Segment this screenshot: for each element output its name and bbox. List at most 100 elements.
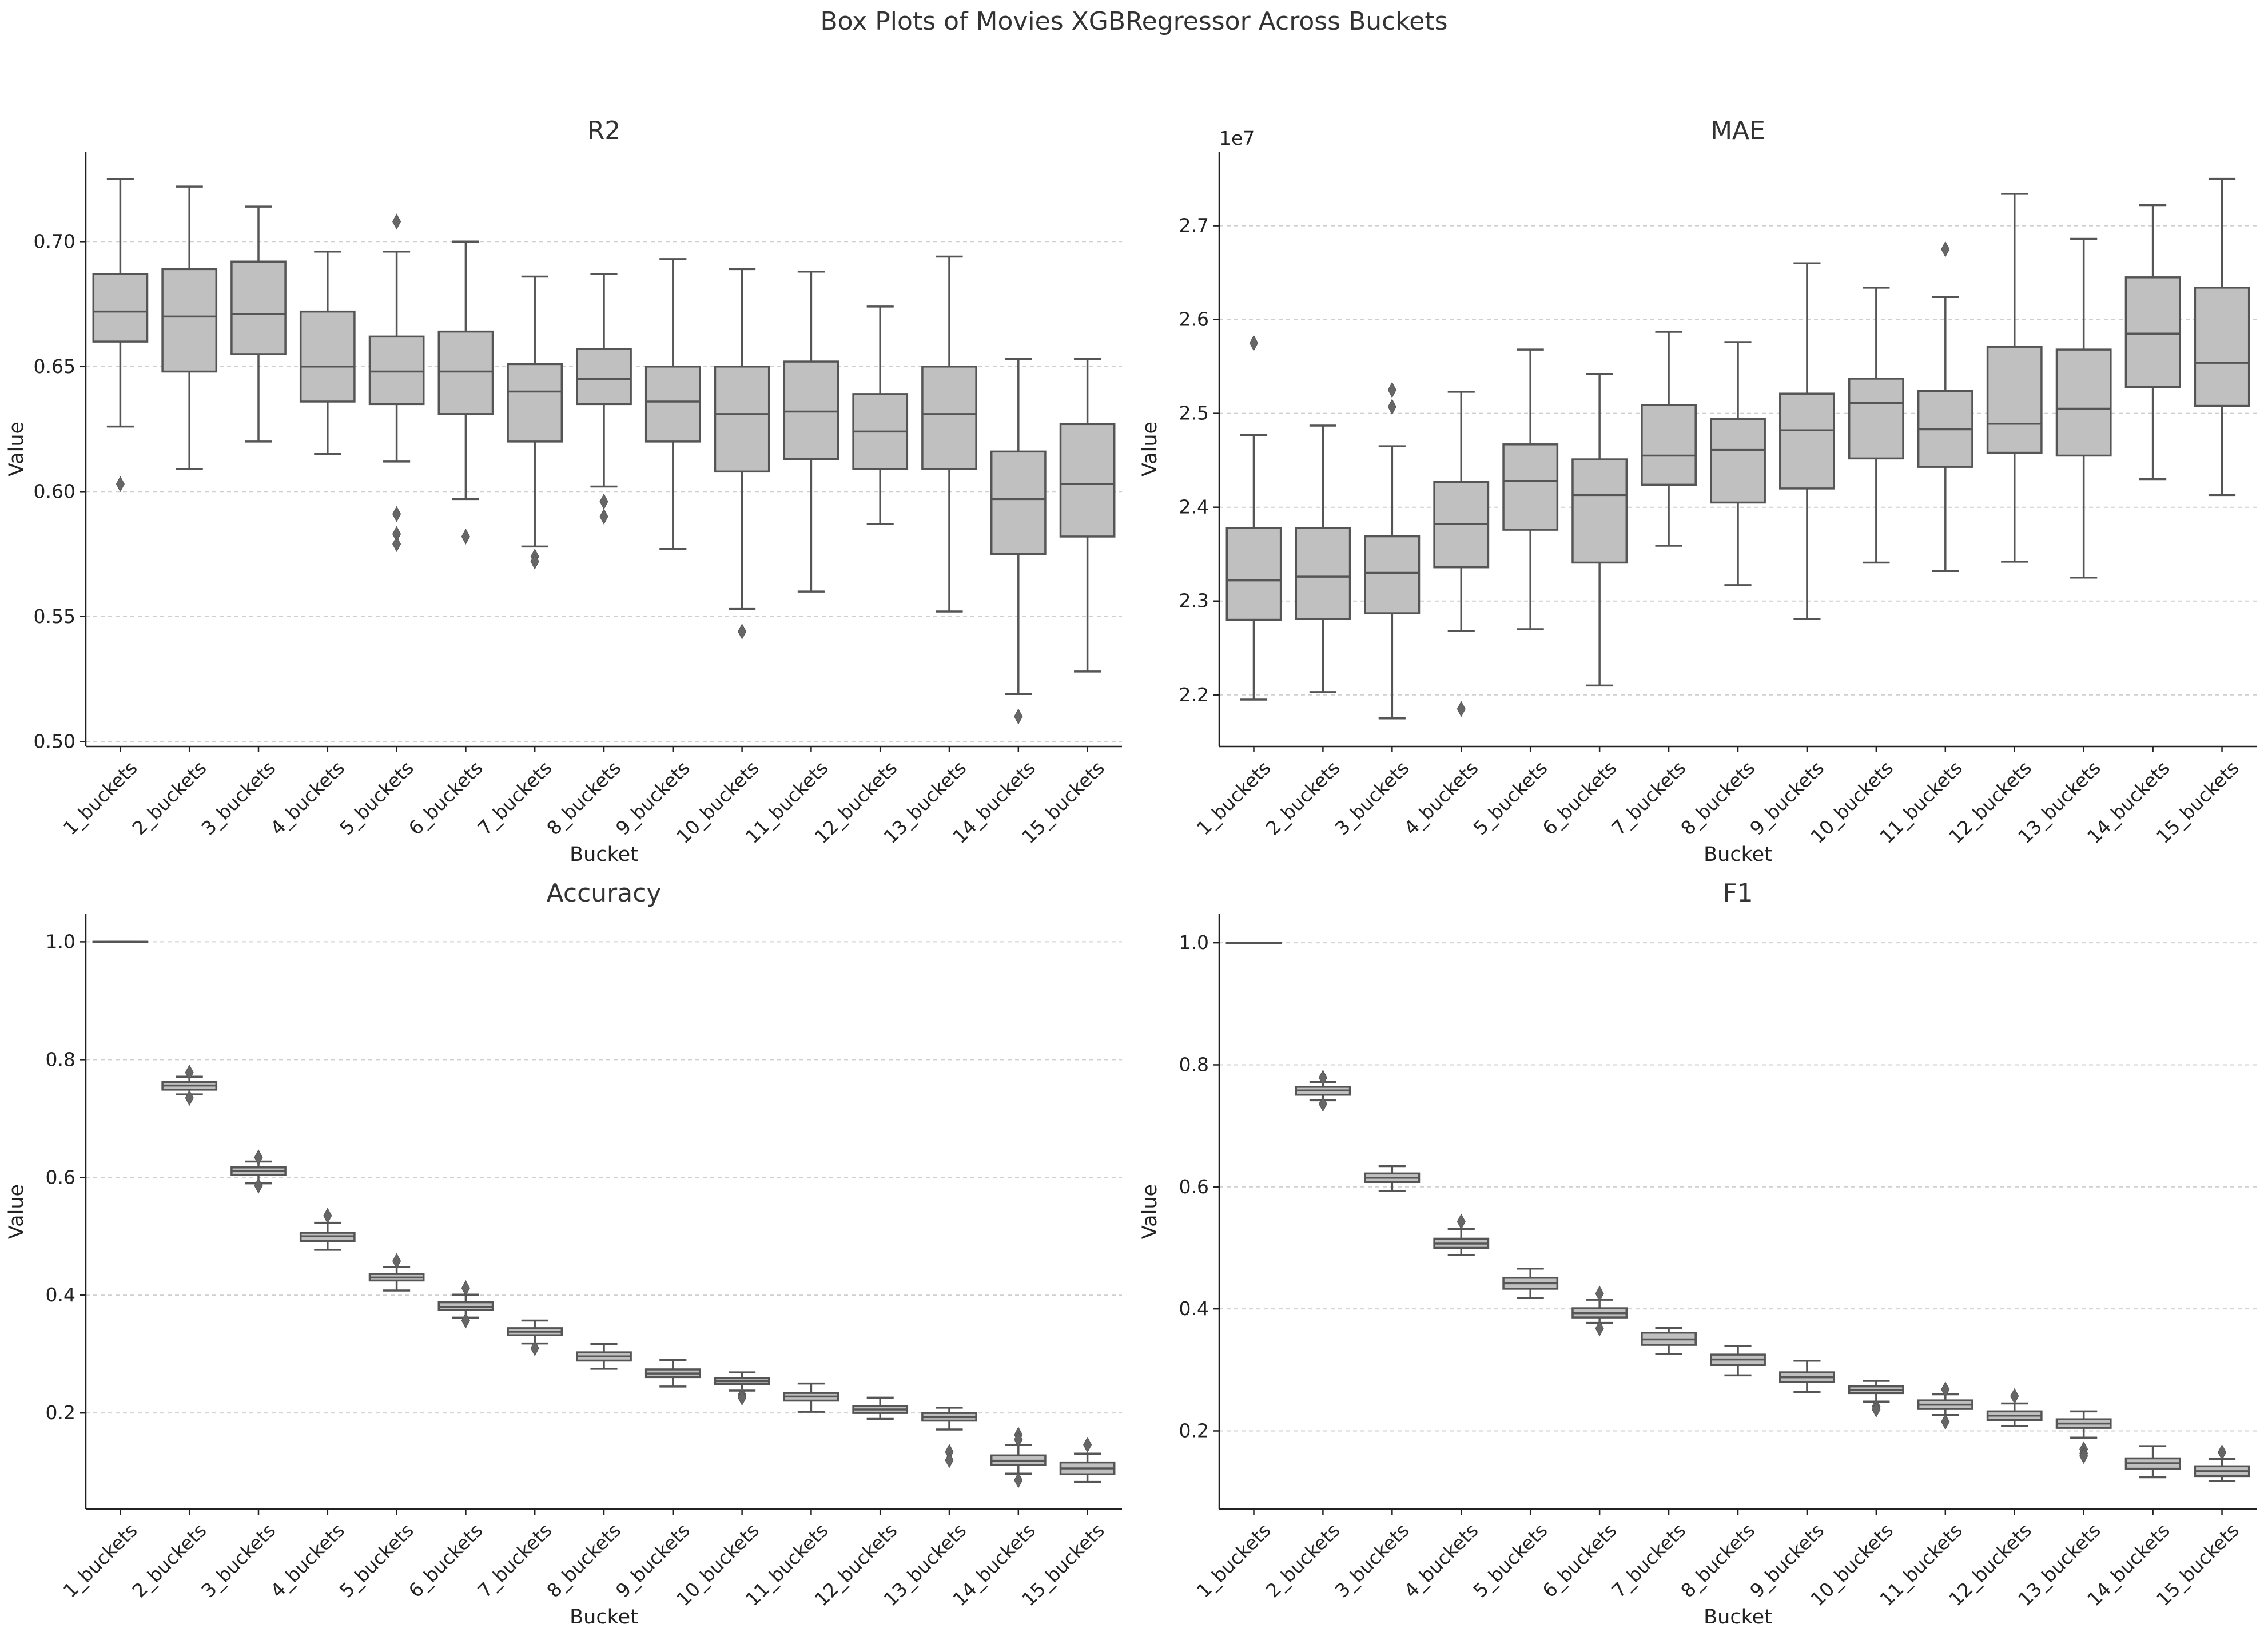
x-axis-label: Bucket (570, 843, 638, 866)
y-tick-label: 0.60 (34, 480, 75, 502)
y-tick-label: 0.2 (46, 1401, 75, 1424)
y-tick-label: 2.3 (1179, 590, 1209, 612)
outlier-point (116, 476, 125, 493)
box-4_buckets (299, 251, 356, 455)
box-iqr (1364, 535, 1421, 614)
y-tick-label: 2.7 (1179, 215, 1209, 237)
outlier-point (2217, 1444, 2227, 1460)
y-tick-label: 0.55 (34, 605, 75, 628)
box-5_buckets (368, 213, 425, 553)
box-6_buckets (1571, 373, 1628, 687)
outlier-point (1457, 701, 1466, 717)
box-13_buckets (921, 1407, 977, 1468)
box-11_buckets (783, 1382, 839, 1413)
box-9_buckets (644, 1359, 701, 1388)
box-7_buckets (1641, 331, 1697, 547)
box-12_buckets (1986, 1388, 2043, 1427)
box-11_buckets (1917, 241, 1973, 572)
outlier-point (1941, 241, 1950, 257)
box-2_buckets (1295, 1069, 1351, 1112)
box-7_buckets (1641, 1327, 1697, 1355)
outlier-point (599, 508, 608, 525)
outlier-point (1387, 399, 1396, 415)
box-15_buckets (1059, 1436, 1116, 1483)
box-iqr (1502, 443, 1559, 531)
outlier-point (1457, 1213, 1466, 1230)
box-12_buckets (852, 305, 909, 525)
outlier-point (738, 1389, 747, 1406)
outlier-point (254, 1149, 263, 1166)
outlier-point (530, 1340, 539, 1356)
outlier-point (1318, 1095, 1327, 1112)
figure-title: Box Plots of Movies XGBRegressor Across … (820, 7, 1447, 36)
box-7_buckets (507, 275, 563, 570)
box-8_buckets (576, 1343, 632, 1370)
box-14_buckets (2124, 204, 2181, 481)
box-15_buckets (1059, 358, 1116, 673)
outlier-point (1318, 1069, 1327, 1086)
panel-title: Accuracy (547, 879, 662, 908)
box-iqr (92, 273, 149, 343)
box-13_buckets (2055, 237, 2112, 579)
box-3_buckets (230, 205, 287, 443)
box-5_buckets (1502, 348, 1559, 630)
box-iqr (1710, 418, 1766, 504)
box-1_buckets (92, 178, 149, 493)
outlier-point (392, 1253, 401, 1269)
x-axis-label: Bucket (1704, 843, 1772, 866)
box-11_buckets (783, 270, 839, 593)
box-14_buckets (2124, 1445, 2181, 1479)
outlier-point (1014, 708, 1023, 725)
outlier-point (1014, 1431, 1023, 1448)
box-1_buckets (1225, 335, 1282, 701)
outlier-point (392, 213, 401, 230)
y-tick-label: 0.6 (1179, 1176, 1209, 1198)
box-iqr (1986, 346, 2043, 454)
outlier-point (1387, 382, 1396, 398)
box-iqr (714, 366, 770, 473)
box-3_buckets (230, 1149, 287, 1194)
box-5_buckets (1502, 1267, 1559, 1299)
outlier-point (323, 1208, 332, 1224)
box-iqr (1571, 458, 1628, 564)
y-tick-label: 2.6 (1179, 308, 1209, 331)
y-axis-label: Value (1139, 422, 1161, 476)
box-iqr (1295, 527, 1351, 620)
x-axis-label: Bucket (570, 1606, 638, 1629)
box-iqr (990, 450, 1047, 555)
y-tick-label: 0.70 (34, 230, 75, 252)
x-axis-label: Bucket (1704, 1606, 1772, 1629)
box-9_buckets (644, 258, 701, 550)
outlier-point (1595, 1320, 1604, 1337)
outlier-point (392, 506, 401, 522)
outlier-point (254, 1177, 263, 1194)
box-13_buckets (921, 255, 977, 613)
outlier-point (1595, 1285, 1604, 1302)
y-tick-label: 0.6 (46, 1166, 75, 1188)
outlier-point (392, 535, 401, 553)
box-8_buckets (1710, 341, 1766, 586)
y-tick-label: 0.8 (46, 1048, 75, 1070)
box-8_buckets (576, 273, 632, 525)
y-tick-label: 0.4 (1179, 1297, 1209, 1320)
box-10_buckets (714, 268, 770, 640)
box-iqr (921, 366, 977, 470)
y-tick-label: 0.65 (34, 355, 75, 378)
box-iqr (299, 310, 356, 403)
box-13_buckets (2055, 1410, 2112, 1464)
outlier-point (945, 1452, 954, 1468)
y-tick-label: 0.2 (1179, 1419, 1209, 1442)
box-4_buckets (1433, 1213, 1490, 1257)
box-2_buckets (161, 185, 218, 470)
outlier-point (1014, 1472, 1023, 1488)
y-tick-label: 2.4 (1179, 496, 1209, 518)
box-iqr (2055, 348, 2112, 457)
outlier-point (2079, 1448, 2088, 1464)
box-3_buckets (1364, 1165, 1421, 1193)
box-9_buckets (1779, 1360, 1835, 1393)
box-5_buckets (368, 1253, 425, 1292)
y-tick-label: 2.2 (1179, 684, 1209, 706)
box-iqr (644, 366, 701, 443)
